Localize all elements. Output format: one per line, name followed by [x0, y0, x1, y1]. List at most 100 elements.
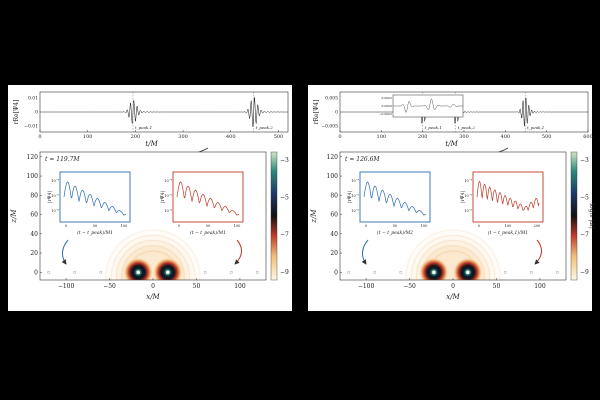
waveform-xlabel: t/M — [445, 140, 458, 148]
x-tick-label: 500 — [274, 134, 284, 140]
inset-left-line — [363, 181, 427, 216]
x-tick-label: 50 — [193, 283, 201, 290]
colorbar-tick-label: −7 — [580, 232, 589, 239]
colorbar — [270, 151, 278, 281]
y-tick-label: 60 — [30, 212, 38, 219]
detector-marker — [73, 271, 76, 274]
inset-x-tick-label: 100 — [121, 224, 128, 228]
inset-x-tick-label: 0 — [178, 224, 180, 228]
inset-x-tick-label: 100 — [505, 224, 512, 228]
inset-left-arrow — [61, 239, 69, 265]
black-hole-field — [418, 257, 449, 280]
inset-left-line — [63, 181, 127, 216]
colorbar-tick-label: −7 — [280, 232, 289, 239]
y-tick-label: 0 — [335, 110, 338, 116]
black-hole-marker — [431, 269, 437, 275]
y-tick-label: 0 — [34, 269, 38, 276]
inset-right-arrow — [234, 239, 242, 265]
waveform-ylabel: rRe[Ψ4] — [313, 100, 320, 125]
inset-right-box — [172, 171, 244, 223]
inset-x-tick-label: 0 — [65, 224, 67, 228]
x-tick-label: 200 — [418, 134, 428, 140]
y-tick-label: 120 — [327, 154, 339, 161]
x-tick-label: 200 — [131, 134, 141, 140]
detector-marker — [99, 271, 103, 274]
black-hole-marker — [165, 269, 171, 275]
detector-marker — [256, 271, 259, 274]
inset-x-tick-label: 200 — [534, 224, 541, 228]
waveform-xlabel: t/M — [145, 140, 158, 148]
x-tick-label: 600 — [583, 134, 593, 140]
inset-right-line — [176, 181, 240, 216]
y-tick-label: 20 — [330, 250, 338, 257]
y-tick-label: 80 — [30, 192, 38, 199]
inset-ylabel: |rΨ̃4| — [460, 191, 466, 203]
map-ylabel: z/M — [10, 209, 18, 224]
peak-label: t_peak,1 — [527, 125, 544, 130]
inset-y-tick-label: 0.0002 — [382, 96, 393, 100]
inset-y-tick-label: 10⁻⁴ — [51, 179, 59, 183]
detector-marker — [230, 271, 233, 274]
inset-y-tick-label: 10⁻⁶ — [51, 194, 59, 198]
x-tick-label: 0 — [338, 134, 341, 140]
inset-y-tick-label: 10⁻⁸ — [51, 209, 59, 213]
x-tick-label: 0 — [151, 283, 155, 290]
x-tick-label: 100 — [534, 283, 546, 290]
map-xlabel: x/M — [146, 293, 160, 301]
black-hole-marker — [465, 269, 471, 275]
x-tick-label: 0 — [38, 134, 41, 140]
detector-marker — [203, 271, 207, 274]
figure-panel-1: t_peak,1 t_peak,20 100 200 300 400 5000.010−0.… — [8, 85, 292, 311]
y-tick-label: 0.01 — [28, 96, 38, 102]
inset-y-tick-label: 10⁻⁶ — [164, 194, 172, 198]
waveform-line — [40, 97, 288, 127]
colorbar — [570, 151, 578, 281]
detector-marker — [47, 271, 50, 274]
x-tick-label: 100 — [234, 283, 246, 290]
x-tick-label: 100 — [83, 134, 93, 140]
map-field — [347, 224, 559, 280]
inset-right-line — [476, 180, 540, 212]
x-tick-label: 400 — [226, 134, 236, 140]
y-tick-label: 0.005 — [325, 96, 338, 102]
inset-x-tick-label: 100 — [234, 224, 241, 228]
y-tick-label: 120 — [27, 154, 39, 161]
x-tick-label: 0 — [451, 283, 455, 290]
black-hole-field — [123, 257, 154, 280]
y-tick-label: 40 — [330, 231, 338, 238]
waveform-inset — [392, 94, 464, 118]
y-tick-label: 100 — [27, 173, 39, 180]
y-tick-label: 60 — [330, 212, 338, 219]
time-label: t = 119.7M — [45, 156, 80, 163]
colorbar-tick-label: −9 — [280, 269, 289, 276]
inset-left-box — [359, 171, 431, 223]
colorbar-tick-label: −5 — [580, 194, 589, 201]
peak-label: t_peak,1 — [425, 125, 442, 130]
x-tick-label: −50 — [103, 283, 116, 290]
colorbar-tick-label: −3 — [580, 157, 589, 164]
colorbar-tick-label: −9 — [580, 269, 589, 276]
y-tick-label: −0.005 — [321, 124, 338, 130]
detector-marker — [556, 271, 559, 274]
peak-label: t_peak,1 — [135, 125, 152, 130]
detector-marker — [399, 271, 403, 274]
black-hole-marker — [135, 269, 141, 275]
inset-xlabel: (t − t_peak)/M1 — [77, 229, 113, 236]
peak-label: t_peak,2 — [458, 125, 476, 130]
inset-x-tick-label: 100 — [421, 224, 428, 228]
inset-x-tick-label: 0 — [478, 224, 480, 228]
detector-marker — [347, 271, 350, 274]
inset-ylabel: |rΨ̃4| — [160, 191, 166, 203]
colorbar-label: log₁₀ |𝒦| — [588, 203, 595, 229]
inset-xlabel: (t − t_peak,1)/M1 — [488, 229, 528, 236]
inset-y-tick-label: 10⁻⁸ — [464, 209, 472, 213]
inset-ylabel: |rΨ4| — [347, 191, 353, 203]
y-tick-label: −0.01 — [24, 124, 38, 130]
x-tick-label: 100 — [377, 134, 387, 140]
colorbar-tick-label: −3 — [280, 157, 289, 164]
inset-x-tick-label: 0 — [365, 224, 367, 228]
waveform-line — [340, 97, 588, 127]
y-tick-label: 0 — [334, 269, 338, 276]
inset-y-tick-label: 10⁻⁴ — [164, 179, 172, 183]
x-tick-label: 300 — [459, 134, 469, 140]
